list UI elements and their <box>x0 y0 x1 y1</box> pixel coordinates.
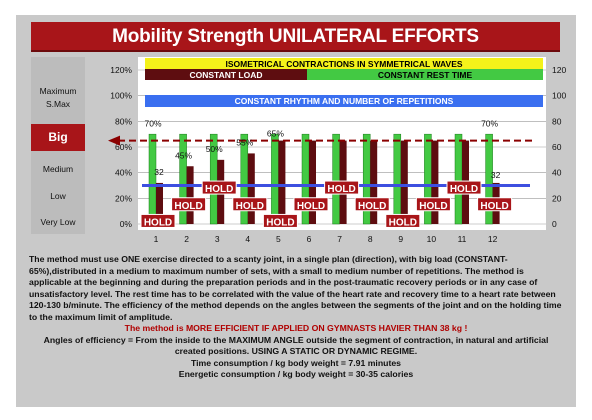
description-p1: The method must use ONE exercise directe… <box>29 254 562 322</box>
bar-series2 <box>156 182 163 224</box>
hold-badge-label: HOLD <box>205 184 233 195</box>
banner-constant-rhythm: CONSTANT RHYTHM AND NUMBER OF REPETITION… <box>235 96 454 106</box>
bar-series1 <box>332 133 340 225</box>
bar-series1 <box>485 133 493 225</box>
bar-series1 <box>454 133 463 225</box>
hold-badge-label: HOLD <box>266 217 294 228</box>
bar-series1 <box>393 133 402 225</box>
y-left-tick: 20% <box>115 193 132 203</box>
description-energy: Energetic consumption / kg body weight =… <box>178 369 414 379</box>
hold-badge <box>140 213 176 228</box>
chart-marks: 70%45%50%55%65%70%32 32HOLDHOLDHOLDHOLDHO… <box>108 118 534 228</box>
data-label: 65% <box>267 129 284 139</box>
x-tick-label: 10 <box>427 234 437 244</box>
hold-badge <box>293 197 329 212</box>
level-medium: Medium <box>42 164 74 174</box>
hold-badge <box>171 197 207 212</box>
x-tick-label: 6 <box>307 234 312 244</box>
hold-badge-label: HOLD <box>389 217 417 228</box>
bar-series2 <box>186 166 194 224</box>
x-tick-label: 4 <box>245 234 250 244</box>
hold-badge-label: HOLD <box>174 201 202 212</box>
banner-constant-load-bg <box>145 69 307 80</box>
level-big: Big <box>31 124 85 151</box>
hold-badge <box>446 180 482 195</box>
y-right-tick: 0 <box>552 219 557 229</box>
bar-series2 <box>247 153 255 224</box>
y-left-tick: 0% <box>120 219 133 229</box>
banner-constant-rhythm-bg <box>145 95 543 107</box>
bar-series2 <box>370 140 378 224</box>
hold-badge-label: HOLD <box>450 184 478 195</box>
bar-series2 <box>431 140 439 224</box>
hold-badge <box>201 180 237 195</box>
y-right-tick: 20 <box>552 193 562 203</box>
x-tick-label: 2 <box>184 234 189 244</box>
hold-badge <box>415 197 451 212</box>
description-red-line: The method is MORE EFFICIENT IF APPLIED … <box>124 323 468 333</box>
y-left-tick: 100% <box>110 91 132 101</box>
y-left-tick: 80% <box>115 116 132 126</box>
x-tick-label: 12 <box>488 234 498 244</box>
hold-badge-label: HOLD <box>144 217 172 228</box>
hold-badge <box>385 213 421 228</box>
banner-constant-rest-bg <box>307 69 543 80</box>
x-tick-label: 11 <box>458 234 467 244</box>
slide-title: Mobility Strength UNILATERAL EFFORTS <box>31 22 560 52</box>
hold-badge-label: HOLD <box>419 201 447 212</box>
hold-badge-label: HOLD <box>480 201 508 212</box>
x-tick-label: 9 <box>398 234 403 244</box>
banner-constant-load: CONSTANT LOAD <box>189 70 262 80</box>
hold-badge <box>477 197 513 212</box>
bar-series2 <box>278 140 286 224</box>
hold-badge <box>262 213 298 228</box>
x-tick-label: 7 <box>337 234 342 244</box>
hold-badge-label: HOLD <box>297 201 325 212</box>
data-label: 32 <box>154 167 164 177</box>
y-right-tick: 60 <box>552 142 562 152</box>
hold-badge-label: HOLD <box>327 184 355 195</box>
hold-badge-label: HOLD <box>236 201 264 212</box>
data-label: 45% <box>175 151 192 161</box>
bar-series1 <box>148 133 157 225</box>
level-smax: S.Max <box>45 99 71 109</box>
reference-arrow <box>108 135 120 146</box>
y-right-tick: 120 <box>552 65 566 75</box>
x-tick-label: 3 <box>215 234 220 244</box>
hold-badge-label: HOLD <box>358 201 386 212</box>
data-label: 50% <box>206 144 223 154</box>
bar-series2 <box>400 140 408 224</box>
bar-series1 <box>271 133 279 225</box>
data-label: 70% <box>144 118 161 128</box>
hold-badge <box>232 197 268 212</box>
y-right-tick: 100 <box>552 91 566 101</box>
y-left-tick: 60% <box>115 142 132 152</box>
banner-isometrical-bg <box>145 58 543 69</box>
x-tick-label: 8 <box>368 234 373 244</box>
level-very-low: Very Low <box>40 217 76 227</box>
x-tick-label: 1 <box>154 234 159 244</box>
level-maximum: Maximum <box>39 86 77 96</box>
description-time: Time consumption / kg body weight = 7.91… <box>190 357 402 368</box>
level-low: Low <box>50 191 66 201</box>
y-left-tick: 40% <box>115 168 132 178</box>
data-label: 70% <box>481 118 498 128</box>
description: The method must use ONE exercise directe… <box>29 254 563 381</box>
x-tick-label: 5 <box>276 234 281 244</box>
data-label: 55% <box>236 138 253 148</box>
hold-badge <box>354 197 390 212</box>
bar-series2 <box>309 140 316 224</box>
hold-badge <box>324 180 360 195</box>
y-right-tick: 40 <box>552 168 562 178</box>
banners: ISOMETRICAL CONTRACTIONS IN SYMMETRICAL … <box>145 58 543 107</box>
banner-isometrical: ISOMETRICAL CONTRACTIONS IN SYMMETRICAL … <box>225 59 462 69</box>
description-p2: Angles of efficiency = From the inside t… <box>43 334 549 357</box>
y-left-tick: 120% <box>110 65 132 75</box>
banner-constant-rest: CONSTANT REST TIME <box>378 70 473 80</box>
y-right-tick: 80 <box>552 116 562 126</box>
data-label: 32 <box>491 170 501 180</box>
